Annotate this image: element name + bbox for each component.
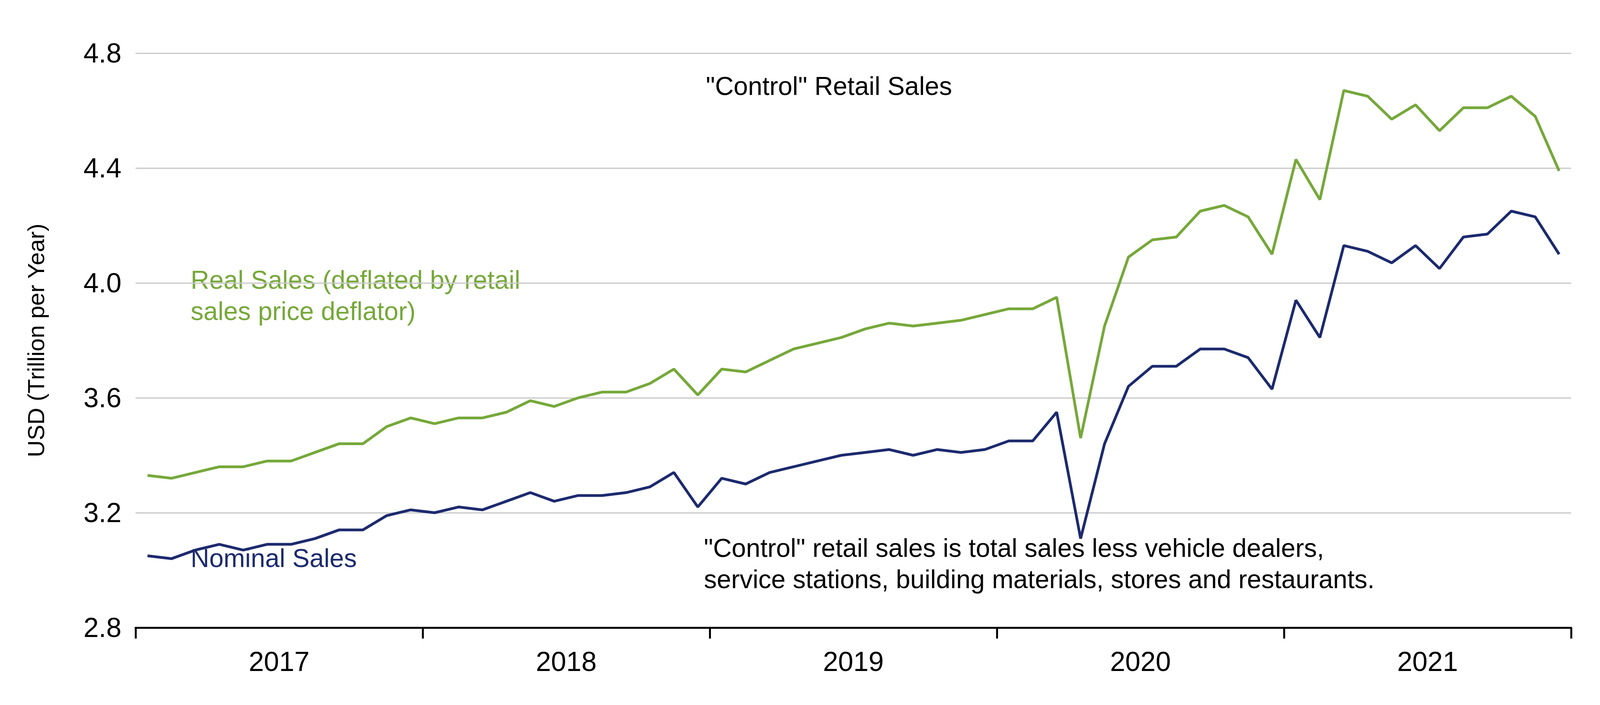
svg-text:2021: 2021 — [1397, 646, 1459, 677]
svg-text:3.6: 3.6 — [83, 382, 122, 413]
svg-text:Nominal Sales: Nominal Sales — [190, 543, 358, 573]
svg-text:4.4: 4.4 — [83, 152, 122, 184]
svg-text:2017: 2017 — [248, 646, 310, 677]
svg-text:"Control" Retail Sales: "Control" Retail Sales — [705, 71, 952, 101]
svg-text:2.8: 2.8 — [83, 612, 122, 643]
svg-text:2020: 2020 — [1110, 646, 1172, 677]
svg-text:2019: 2019 — [823, 646, 884, 677]
svg-text:"Control" retail sales is tota: "Control" retail sales is total sales le… — [703, 533, 1325, 563]
svg-text:2018: 2018 — [535, 646, 597, 677]
svg-text:service stations, building mat: service stations, building materials, st… — [703, 564, 1375, 594]
svg-text:sales price deflator): sales price deflator) — [190, 296, 416, 326]
svg-text:4.0: 4.0 — [83, 267, 122, 299]
svg-text:3.2: 3.2 — [83, 497, 122, 528]
svg-text:USD (Trillion per Year): USD (Trillion per Year) — [23, 223, 50, 458]
svg-text:Real Sales (deflated by retail: Real Sales (deflated by retail — [190, 265, 521, 295]
svg-text:4.8: 4.8 — [83, 37, 122, 69]
